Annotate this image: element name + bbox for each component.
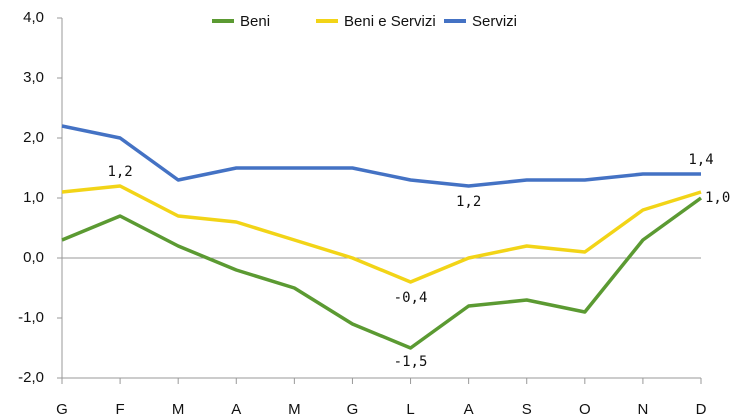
x-tick-label: A: [231, 401, 241, 418]
y-tick-label: 4,0: [23, 9, 44, 26]
data-label: 1,2: [107, 164, 132, 180]
x-tick-label: M: [288, 401, 301, 418]
x-tick-label: O: [579, 401, 591, 418]
legend-label: Servizi: [472, 13, 517, 30]
series-line: [61, 124, 701, 188]
y-tick-label: 2,0: [23, 129, 44, 146]
x-tick-label: F: [116, 401, 125, 418]
x-tick-label: G: [56, 401, 68, 418]
data-label: 1,0: [705, 190, 730, 206]
data-label: 1,2: [456, 194, 481, 210]
x-tick-label: M: [172, 401, 185, 418]
y-tick-label: -1,0: [18, 309, 44, 326]
series-line: [61, 184, 702, 284]
x-tick-label: G: [347, 401, 359, 418]
y-tick-label: 1,0: [23, 189, 44, 206]
data-label: -0,4: [394, 290, 428, 306]
x-tick-label: L: [406, 401, 414, 418]
legend-label: Beni: [240, 13, 270, 30]
y-tick-label: 0,0: [23, 249, 44, 266]
y-tick-label: -2,0: [18, 369, 44, 386]
x-tick-label: D: [696, 401, 707, 418]
x-tick-label: N: [637, 401, 648, 418]
data-label: 1,4: [688, 152, 713, 168]
x-tick-label: A: [464, 401, 474, 418]
x-tick-label: S: [522, 401, 532, 418]
series-line: [61, 196, 703, 350]
y-tick-label: 3,0: [23, 69, 44, 86]
data-label: -1,5: [394, 354, 428, 370]
legend-label: Beni e Servizi: [344, 13, 436, 30]
